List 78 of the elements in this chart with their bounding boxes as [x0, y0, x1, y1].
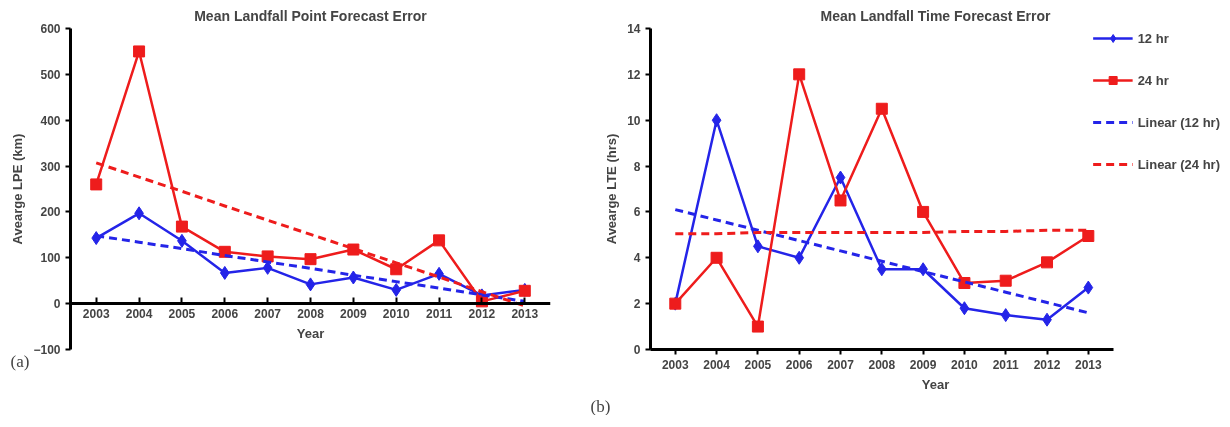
x-tick-label: 2012: [468, 306, 496, 321]
point: [959, 301, 970, 316]
x-tick-label: 2008: [297, 306, 325, 321]
x-tick-label: 2013: [511, 306, 539, 321]
y-axis-title: Avearge LTE (hrs): [604, 133, 620, 245]
point: [91, 231, 102, 246]
point: [391, 282, 402, 297]
point: [835, 170, 846, 185]
x-tick-label: 2005: [168, 306, 196, 321]
point: [433, 234, 446, 247]
point: [876, 262, 887, 277]
x-axis-title: Year: [921, 376, 950, 392]
x-tick-label: 2006: [785, 357, 813, 372]
x-tick-label: 2010: [382, 306, 410, 321]
x-tick-label: 2004: [125, 306, 153, 321]
x-tick-label: 2003: [661, 357, 689, 372]
chart-title: Mean Landfall Point Forecast Error: [194, 7, 428, 24]
legend-label: 24 hr: [1137, 72, 1169, 88]
y-tick-label: 14: [627, 22, 641, 36]
legend-label: 12 hr: [1137, 30, 1169, 46]
point: [710, 251, 723, 264]
text: (a): [10, 351, 30, 371]
y-tick-label: 0: [53, 297, 61, 312]
point: [347, 243, 360, 256]
point: [175, 220, 188, 233]
x-tick-label: 2013: [1074, 357, 1102, 372]
y-tick-label: 12: [627, 67, 641, 82]
point: [90, 178, 103, 191]
y-tick-label: 8: [633, 159, 641, 174]
point: [304, 253, 317, 266]
x-tick-label: 2004: [703, 357, 731, 372]
point: [1082, 230, 1095, 242]
y-tick-label: 100: [40, 251, 61, 266]
x-axis-title: Year: [296, 325, 325, 341]
point: [390, 263, 403, 276]
point: [917, 205, 930, 218]
text: (b): [590, 396, 611, 416]
point: [133, 45, 146, 58]
point: [1041, 256, 1054, 269]
point: [711, 113, 722, 128]
x-tick-label: 2003: [82, 306, 110, 321]
point: [999, 274, 1012, 287]
y-tick-label: 200: [40, 205, 61, 220]
y-tick-label: 600: [40, 22, 61, 36]
point: [875, 102, 888, 115]
x-tick-label: 2006: [211, 306, 239, 321]
x-tick-label: 2009: [909, 357, 937, 372]
chart-title: Mean Landfall Time Forecast Error: [820, 7, 1052, 24]
y-axis-title: Avearge LPE (km): [10, 133, 26, 245]
x-tick-label: 2005: [744, 357, 772, 372]
point: [219, 265, 230, 280]
y-tick-label: 400: [40, 113, 61, 128]
x-tick-label: 2012: [1033, 357, 1061, 372]
x-tick-label: 2008: [868, 357, 896, 372]
y-tick-label: 10: [627, 113, 641, 128]
x-tick-label: 2011: [992, 357, 1020, 372]
x-tick-label: 2010: [951, 357, 979, 372]
x-tick-label: 2007: [254, 306, 282, 321]
legend-label: Linear (24 hr): [1137, 156, 1220, 172]
y-tick-label: 500: [40, 67, 61, 82]
y-tick-label: 300: [40, 159, 61, 174]
x-tick-label: 2009: [340, 306, 368, 321]
point: [793, 68, 806, 81]
point: [1083, 280, 1094, 295]
y-tick-label: 4: [633, 251, 641, 266]
point: [261, 250, 274, 263]
point: [751, 320, 764, 333]
point: [1000, 308, 1011, 323]
y-tick-label: −100: [33, 343, 61, 357]
legend-label: Linear (12 hr): [1137, 114, 1220, 130]
y-tick-label: 0: [633, 343, 641, 357]
y-tick-label: 6: [633, 205, 641, 220]
x-tick-label: 2007: [827, 357, 855, 372]
x-tick-label: 2011: [426, 306, 453, 321]
point: [305, 277, 316, 292]
point: [794, 250, 805, 265]
point: [834, 194, 847, 207]
y-tick-label: 2: [633, 297, 641, 312]
